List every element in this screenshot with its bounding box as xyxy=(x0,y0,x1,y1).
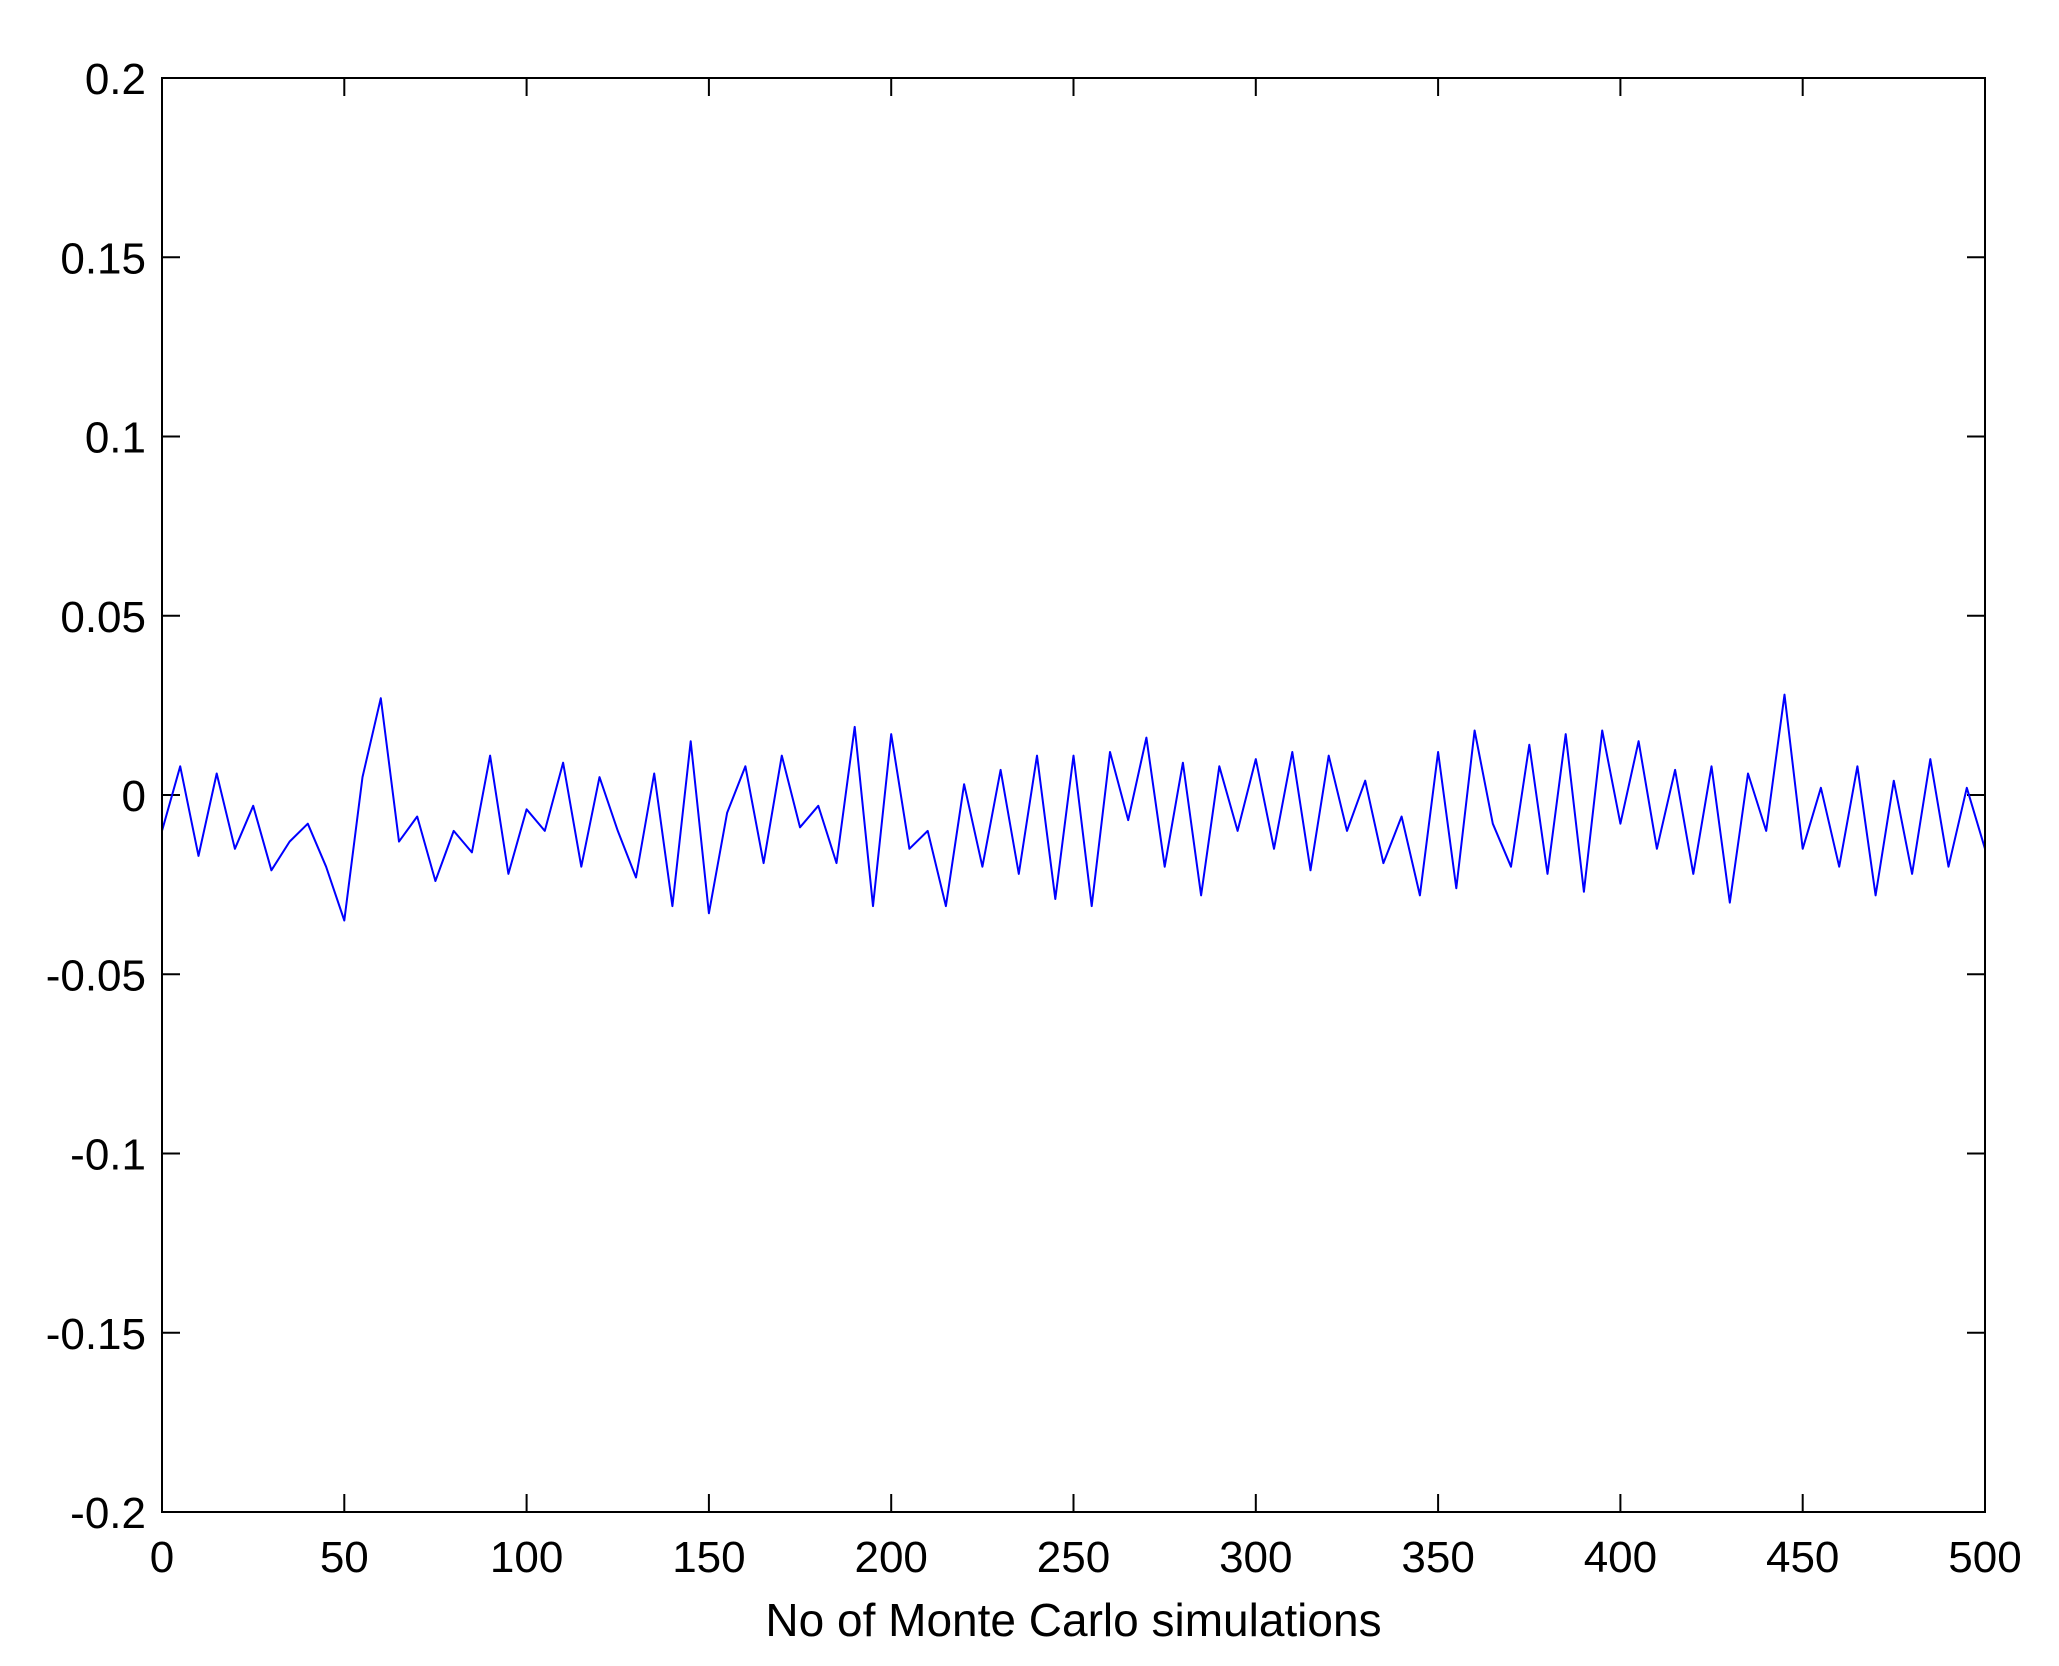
x-tick-label: 250 xyxy=(1037,1533,1110,1582)
x-tick-label: 450 xyxy=(1766,1533,1839,1582)
series-layer xyxy=(161,693,1986,922)
x-axis-label: No of Monte Carlo simulations xyxy=(765,1594,1381,1646)
x-tick-label: 350 xyxy=(1401,1533,1474,1582)
series-line xyxy=(161,693,1986,922)
y-tick-label: -0.15 xyxy=(46,1310,146,1359)
y-tick-label: -0.2 xyxy=(70,1489,146,1538)
x-tick-label: 50 xyxy=(320,1533,369,1582)
y-tick-label: -0.1 xyxy=(70,1131,146,1180)
x-tick-label: 150 xyxy=(672,1533,745,1582)
x-tick-label: 100 xyxy=(490,1533,563,1582)
y-tick-label: -0.05 xyxy=(46,951,146,1000)
x-tick-labels: 0 50 100 150 200 250 300 350 400 450 500 xyxy=(150,1533,2022,1582)
x-tick-label: 300 xyxy=(1219,1533,1292,1582)
x-tick-label: 500 xyxy=(1948,1533,2021,1582)
y-tick-label: 0.15 xyxy=(60,234,146,283)
y-tick-label: 0.2 xyxy=(85,55,146,104)
x-tick-label: 0 xyxy=(150,1533,174,1582)
x-tick-label: 200 xyxy=(854,1533,927,1582)
y-tick-labels: 0.2 0.15 0.1 0.05 0 -0.05 -0.1 -0.15 -0.2 xyxy=(46,55,146,1538)
y-tick-label: 0.05 xyxy=(60,593,146,642)
y-tick-label: 0 xyxy=(122,772,146,821)
y-tick-label: 0.1 xyxy=(85,414,146,463)
plot-frame xyxy=(161,77,1986,1513)
x-tick-label: 400 xyxy=(1584,1533,1657,1582)
